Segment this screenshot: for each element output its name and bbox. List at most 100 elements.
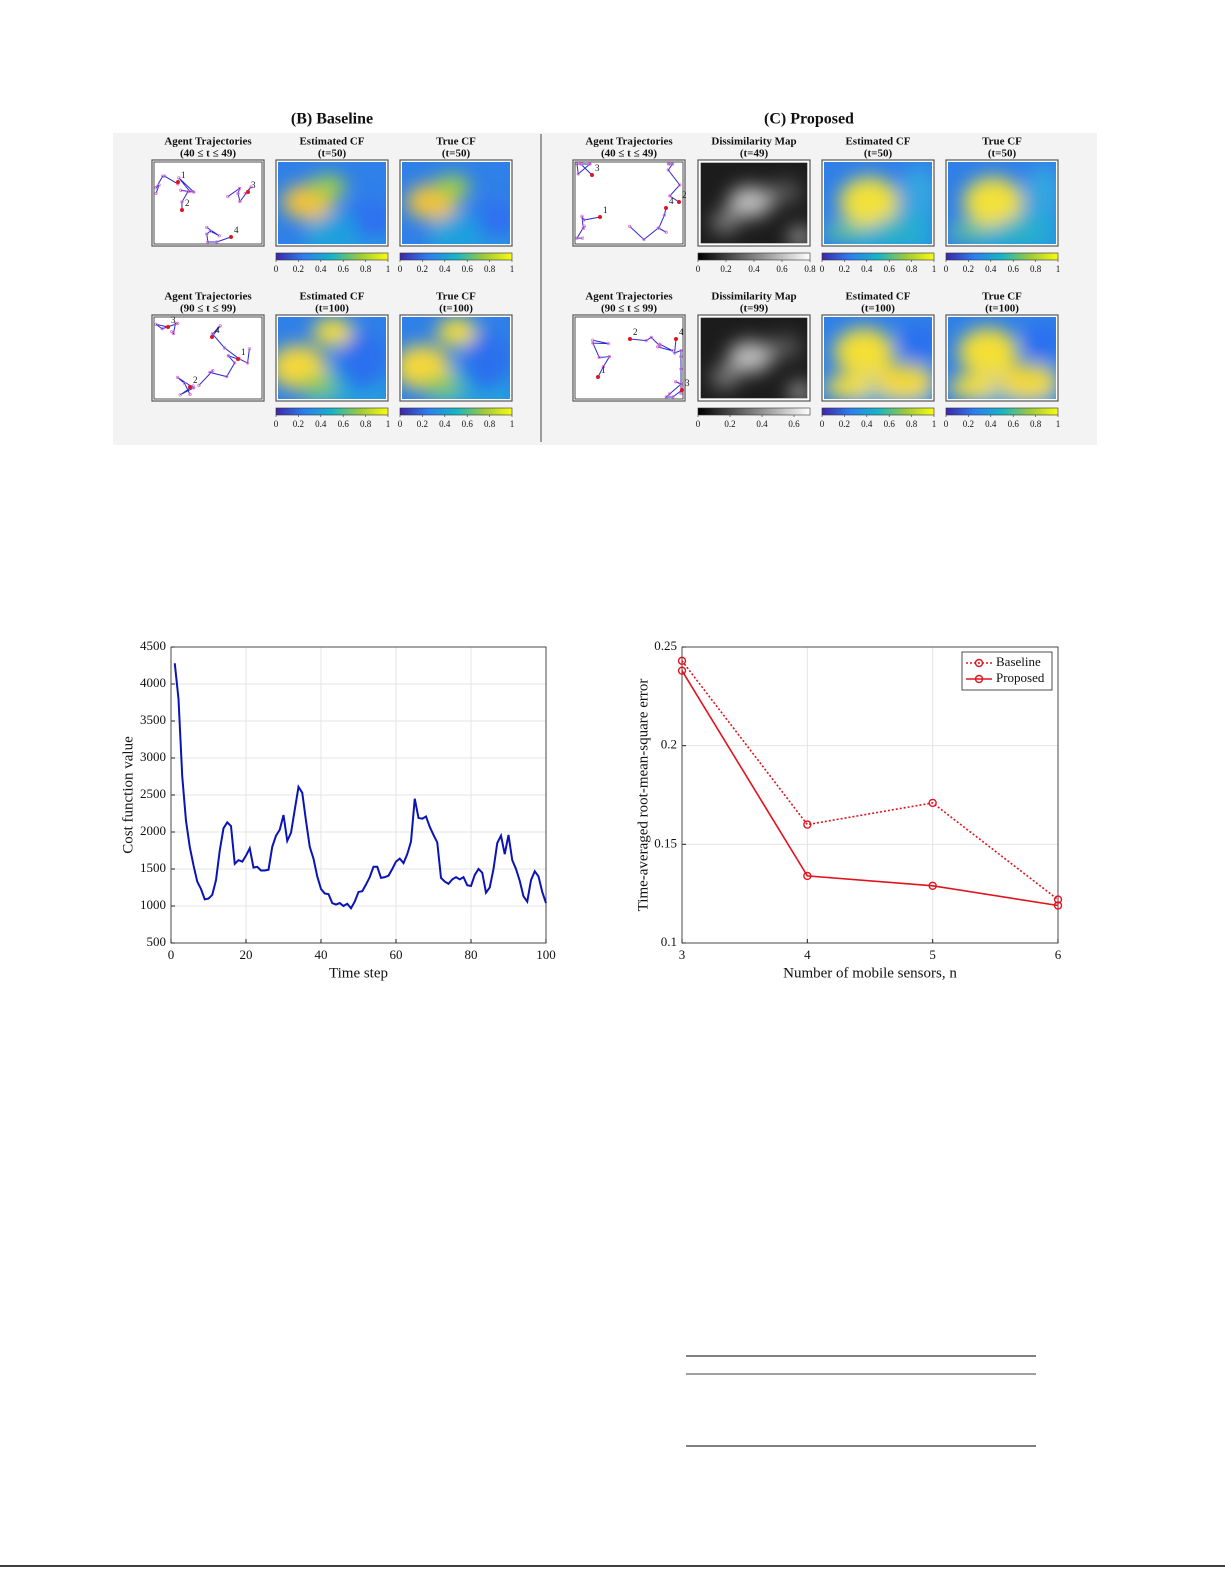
- agent-position: [680, 388, 684, 392]
- trajectory-waypoint: [188, 189, 192, 194]
- colorbar-tick-label: 0: [696, 419, 701, 429]
- trajectory-waypoint: [179, 188, 183, 192]
- x-axis-label: Time step: [329, 965, 388, 981]
- trajectory-waypoint: [597, 355, 601, 360]
- subplot-subtitle: (t=100): [861, 303, 895, 315]
- y-tick-label: 1000: [140, 897, 166, 912]
- colorbar-tick-label: 0.8: [484, 264, 496, 274]
- heatmap: [278, 162, 386, 244]
- trajectory-waypoint: [175, 375, 180, 380]
- colorbar-tick-label: 0.6: [338, 419, 350, 429]
- agent-label: 1: [601, 365, 606, 375]
- agent-position: [674, 337, 678, 341]
- heatmap-blob: [442, 212, 482, 242]
- colorbar-tick-label: 1: [386, 419, 391, 429]
- y-tick-label: 2000: [140, 823, 166, 838]
- heatmap-blob: [963, 177, 1023, 227]
- subplot-subtitle: (40 ≤ t ≤ 49): [180, 148, 236, 160]
- subplot-title: True CF: [436, 136, 476, 148]
- colorbar-tick-label: 0.4: [439, 419, 451, 429]
- agent-label: 3: [251, 180, 256, 190]
- heatmap-blob: [949, 375, 997, 399]
- subplot-subtitle: (t=99): [740, 303, 769, 315]
- trajectory-waypoint: [177, 176, 181, 180]
- agent-position: [210, 335, 214, 339]
- heatmap-blob: [788, 382, 808, 399]
- heatmap-blob: [998, 364, 1056, 399]
- colorbar-tick-label: 0.2: [839, 419, 850, 429]
- heatmap-field: [711, 335, 808, 399]
- trajectory-waypoint: [192, 190, 196, 194]
- y-tick-label: 2500: [140, 786, 166, 801]
- colorbar-tick-label: 0.2: [963, 264, 974, 274]
- subplot-subtitle: (t=100): [315, 303, 349, 315]
- subplot-title: Dissimilarity Map: [711, 291, 796, 303]
- trajectory-axes: [153, 316, 263, 400]
- trajectory-waypoint: [664, 395, 668, 399]
- figure-header: [113, 105, 1097, 133]
- trajectory: [665, 381, 683, 398]
- trajectory-waypoint: [649, 335, 653, 340]
- trajectory-waypoint: [679, 382, 683, 386]
- colorbar-tick-label: 1: [1056, 419, 1061, 429]
- x-axis-label: Number of mobile sensors, n: [783, 965, 957, 981]
- heatmap-blob: [872, 218, 916, 244]
- y-tick-label: 0.15: [654, 835, 677, 850]
- subplot-title: Dissimilarity Map: [711, 136, 796, 148]
- colorbar: [275, 407, 389, 416]
- agent-position: [180, 208, 184, 212]
- agent-label: 1: [603, 205, 608, 215]
- trajectory: [155, 322, 178, 335]
- trajectory-waypoint: [606, 341, 611, 346]
- trajectory-waypoint: [205, 232, 209, 236]
- heatmap-field: [824, 166, 932, 244]
- trajectory-waypoint: [205, 225, 209, 230]
- subplot-subtitle: (40 ≤ t ≤ 49): [601, 148, 657, 160]
- trajectory: [576, 216, 601, 239]
- x-tick-label: 40: [315, 947, 328, 962]
- heatmap-blob: [1023, 324, 1056, 360]
- trajectory-waypoint: [238, 199, 242, 204]
- axes-box: [170, 646, 547, 944]
- subplot-subtitle: (t=49): [740, 148, 769, 160]
- subplot-subtitle: (90 ≤ t ≤ 99): [601, 303, 657, 315]
- trajectory-waypoint: [671, 395, 675, 399]
- colorbar-tick-label: 0.6: [338, 264, 350, 274]
- subplot-title: Estimated CF: [299, 291, 364, 303]
- colorbar: [697, 407, 811, 416]
- trajectory-waypoint: [232, 361, 237, 365]
- agent-label: 1: [241, 347, 246, 357]
- trajectory-waypoint: [601, 364, 606, 369]
- agent-label: 2: [682, 190, 687, 200]
- trajectory-waypoint: [582, 218, 586, 222]
- data-marker: [677, 656, 687, 666]
- subplot-subtitle: (t=100): [985, 303, 1019, 315]
- subplot-subtitle: (90 ≤ t ≤ 99): [180, 303, 236, 315]
- y-tick-label: 0.25: [654, 638, 677, 653]
- colorbar-tick-label: 0.6: [884, 264, 896, 274]
- colorbar: [945, 407, 1059, 416]
- agent-position: [628, 337, 632, 341]
- heatmap: [402, 162, 510, 244]
- trajectory-waypoint: [575, 162, 579, 166]
- heatmap: [278, 317, 386, 399]
- agent-position: [229, 235, 233, 239]
- trajectory-waypoint: [580, 214, 584, 218]
- trajectory-waypoint: [186, 190, 190, 194]
- data-line: [681, 660, 1059, 901]
- colorbar-tick-label: 0.4: [315, 264, 327, 274]
- heatmap-blob: [824, 222, 864, 242]
- subplot-subtitle: (t=50): [864, 148, 893, 160]
- agent-position: [188, 385, 192, 389]
- trajectory-waypoint: [157, 183, 161, 187]
- trajectory-waypoint: [243, 191, 247, 196]
- agent-label: 3: [595, 163, 600, 173]
- colorbar-tick-label: 0.4: [748, 264, 760, 274]
- colorbar: [821, 252, 935, 261]
- heatmap-blob: [318, 212, 358, 242]
- subplot-subtitle: (t=50): [442, 148, 471, 160]
- agent-label: 3: [685, 378, 690, 388]
- trajectory-axes: [153, 161, 263, 245]
- legend-marker: [974, 658, 984, 668]
- trajectory-waypoint: [173, 321, 178, 326]
